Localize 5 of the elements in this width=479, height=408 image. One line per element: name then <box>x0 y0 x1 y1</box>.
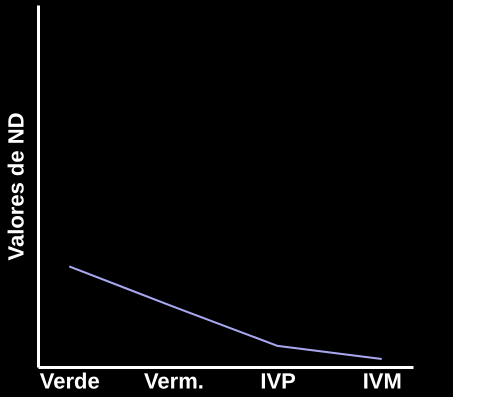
y-axis-title: Valores de ND <box>4 112 28 260</box>
x-tick-label: IVP <box>260 368 296 394</box>
x-tick-label: Verde <box>40 368 100 394</box>
x-tick-label: Verm. <box>144 368 204 394</box>
x-tick-label: IVM <box>362 368 402 394</box>
